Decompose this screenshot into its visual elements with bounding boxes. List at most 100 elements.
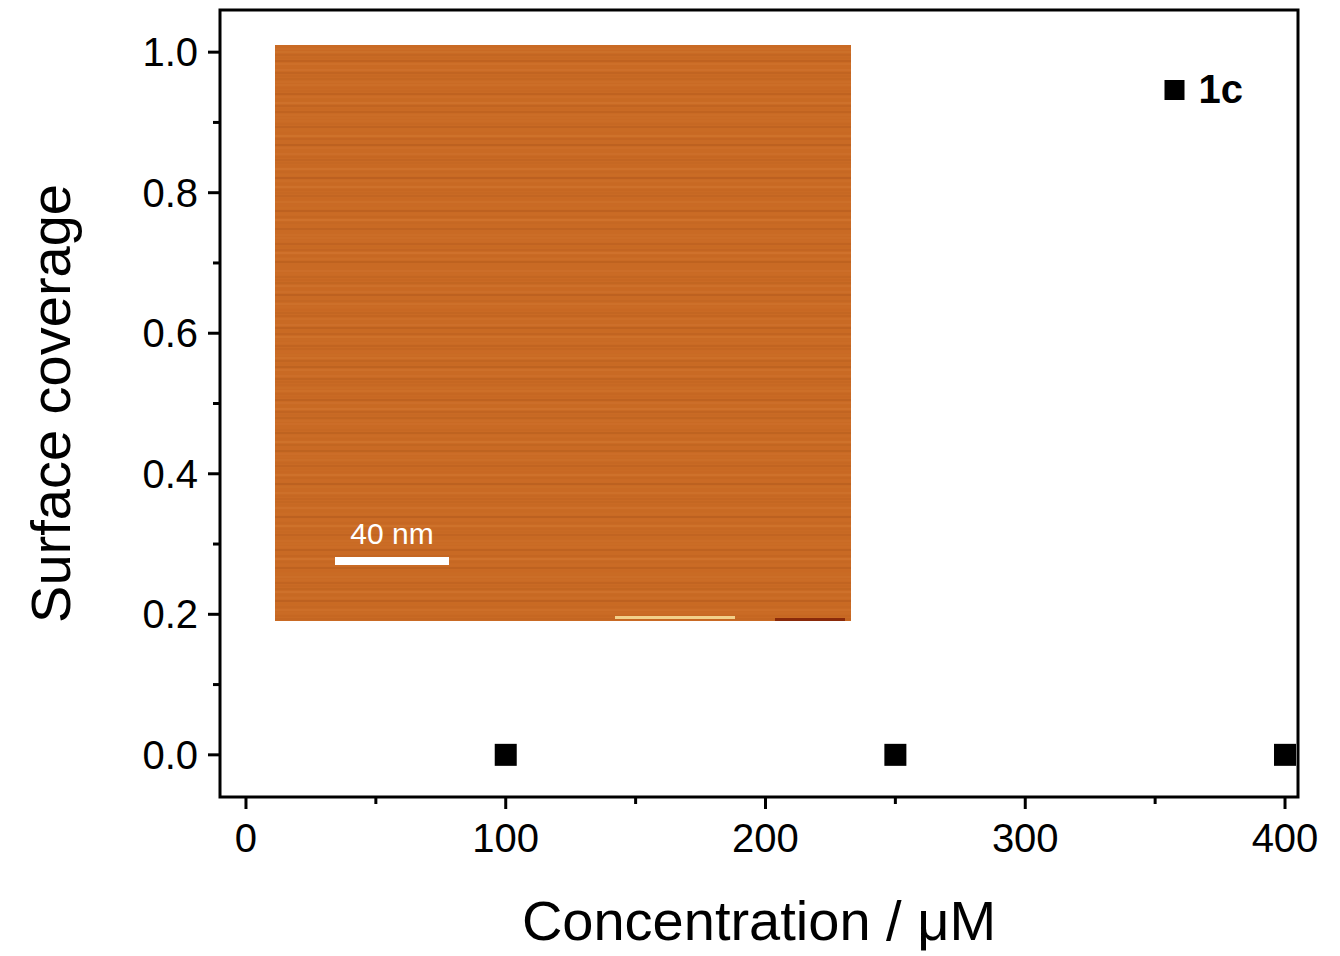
inset-streak [275, 264, 851, 266]
inset-streak [275, 339, 851, 341]
inset-streak [275, 435, 851, 437]
inset-streak [275, 198, 851, 200]
inset-streak [275, 324, 851, 326]
inset-streak [275, 159, 851, 161]
inset-streak [275, 84, 851, 86]
inset-streak [275, 384, 851, 386]
legend: 1c [1165, 67, 1244, 111]
x-tick [1024, 797, 1027, 809]
inset-streak [275, 162, 851, 164]
inset-streak [275, 153, 851, 155]
y-tick-label: 0.0 [142, 733, 198, 777]
inset-streak [275, 579, 851, 581]
inset-streak [275, 408, 851, 410]
inset-streak [275, 93, 851, 95]
inset-streak [275, 582, 851, 584]
inset-streak [275, 342, 851, 344]
inset-streak [275, 417, 851, 419]
inset-streak [275, 288, 851, 290]
inset-streak [275, 210, 851, 212]
inset-streak [275, 483, 851, 485]
inset-streak [275, 552, 851, 554]
y-tick-label: 0.2 [142, 592, 198, 636]
y-tick [208, 191, 220, 194]
x-tick [1284, 797, 1287, 809]
inset-streak [275, 390, 851, 392]
inset-speck [615, 616, 735, 619]
inset-streak [275, 261, 851, 263]
inset-streak [275, 249, 851, 251]
inset-streak [275, 504, 851, 506]
inset-streak [275, 51, 851, 53]
inset-streak [275, 450, 851, 452]
inset-streak [275, 255, 851, 257]
inset-streak [275, 465, 851, 467]
inset-streak [275, 555, 851, 557]
inset-streak [275, 267, 851, 269]
inset-streak [275, 333, 851, 335]
inset-streak [275, 507, 851, 509]
inset-streak [275, 252, 851, 254]
inset-streak [275, 234, 851, 236]
inset-streak [275, 567, 851, 569]
y-minor-tick [213, 683, 220, 686]
inset-streak [275, 294, 851, 296]
inset-streak [275, 147, 851, 149]
inset-streak [275, 282, 851, 284]
x-axis-title: Concentration / μM [522, 889, 996, 952]
inset-streak [275, 588, 851, 590]
inset-streak [275, 291, 851, 293]
y-tick [208, 332, 220, 335]
inset-streak [275, 81, 851, 83]
inset-streak [275, 225, 851, 227]
inset-streak [275, 216, 851, 218]
inset-streak [275, 303, 851, 305]
inset-streak [275, 372, 851, 374]
inset-streak [275, 348, 851, 350]
x-tick-label: 0 [235, 816, 257, 860]
inset-streak [275, 285, 851, 287]
inset-streak [275, 354, 851, 356]
inset-streak [275, 594, 851, 596]
x-tick-label: 400 [1252, 816, 1319, 860]
inset-streak [275, 192, 851, 194]
y-minor-tick [213, 261, 220, 264]
inset-streak [275, 57, 851, 59]
inset-streak [275, 108, 851, 110]
inset-streak [275, 378, 851, 380]
inset-streak [275, 405, 851, 407]
x-minor-tick [374, 797, 377, 804]
y-tick [208, 51, 220, 54]
inset-streak [275, 429, 851, 431]
x-minor-tick [894, 797, 897, 804]
x-tick-label: 200 [732, 816, 799, 860]
inset-streak [275, 447, 851, 449]
inset-streak [275, 69, 851, 71]
inset-streak [275, 330, 851, 332]
legend-marker [1165, 80, 1185, 100]
inset-streak [275, 393, 851, 395]
inset-streak [275, 102, 851, 104]
inset-streak [275, 297, 851, 299]
inset-streak [275, 183, 851, 185]
y-tick-label: 1.0 [142, 30, 198, 74]
inset-streak [275, 597, 851, 599]
scale-bar [335, 557, 449, 565]
inset-streak [275, 459, 851, 461]
inset-streak [275, 462, 851, 464]
inset-streak [275, 492, 851, 494]
inset-streak [275, 615, 851, 617]
inset-speck [775, 618, 845, 621]
inset-streak [275, 45, 851, 47]
inset-streak [275, 486, 851, 488]
inset-streak [275, 222, 851, 224]
inset-streak [275, 144, 851, 146]
inset-streak [275, 213, 851, 215]
inset-streak [275, 357, 851, 359]
inset-streak [275, 573, 851, 575]
inset-streak [275, 513, 851, 515]
inset-streak [275, 219, 851, 221]
inset-streak [275, 189, 851, 191]
inset-streak [275, 231, 851, 233]
inset-streak [275, 78, 851, 80]
